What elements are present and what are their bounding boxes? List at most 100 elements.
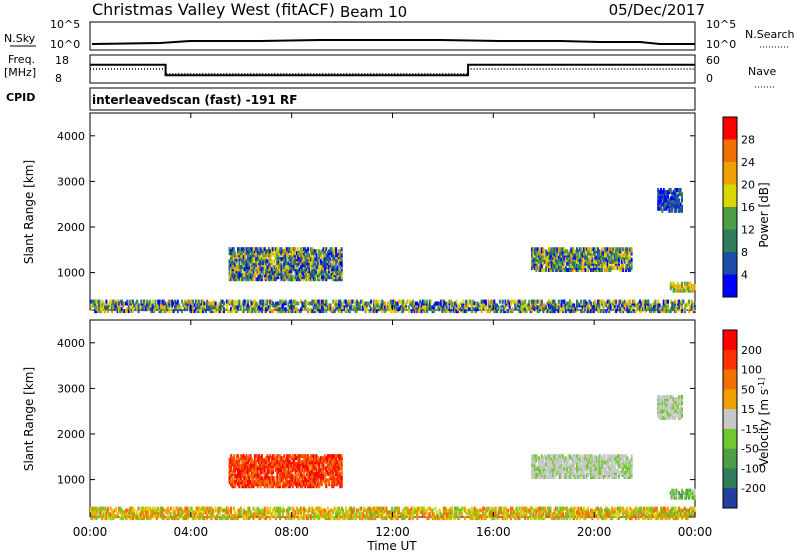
scatter-cell xyxy=(181,299,183,304)
scatter-cell xyxy=(265,480,268,485)
scatter-cell xyxy=(564,506,567,511)
scatter-cell xyxy=(252,251,255,256)
scatter-cell xyxy=(349,510,352,515)
scatter-cell xyxy=(232,514,235,519)
scatter-cell xyxy=(318,273,321,278)
scatter-cell xyxy=(615,299,618,304)
scatter-cell xyxy=(665,202,668,207)
scatter-cell xyxy=(434,516,437,521)
scatter-cell xyxy=(315,257,318,262)
scatter-cell xyxy=(658,196,661,201)
scatter-cell xyxy=(458,508,461,513)
scatter-cell xyxy=(613,249,616,254)
scatter-cell xyxy=(389,305,392,310)
scatter-cell xyxy=(340,506,343,511)
scatter-cell xyxy=(616,247,619,252)
scatter-cell xyxy=(616,259,619,264)
scatter-cell xyxy=(675,200,678,205)
scatter-cell xyxy=(407,508,410,513)
scatter-cell xyxy=(577,253,580,258)
scatter-cell xyxy=(248,251,251,256)
scatter-cell xyxy=(272,269,275,274)
scatter-cell xyxy=(627,253,630,258)
scatter-cell xyxy=(595,266,598,270)
colorbar-frame xyxy=(722,116,738,298)
scatter-cell xyxy=(391,299,394,304)
scatter-cell xyxy=(259,460,262,465)
scatter-cell xyxy=(573,510,576,515)
scatter-cell xyxy=(132,299,134,304)
scatter-cell xyxy=(143,299,146,304)
scatter-cell xyxy=(611,251,613,256)
scatter-cell xyxy=(508,301,511,306)
scatter-cell xyxy=(686,284,689,288)
scatter-cell xyxy=(620,266,623,270)
scatter-cell xyxy=(245,476,248,481)
scatter-cell xyxy=(162,299,165,304)
scatter-cell xyxy=(625,266,627,270)
scatter-cell xyxy=(608,249,611,254)
scatter-cell xyxy=(239,253,242,258)
scatter-cell xyxy=(351,508,354,513)
scatter-cell xyxy=(578,516,581,521)
scatter-cell xyxy=(562,512,564,517)
scatter-cell xyxy=(559,506,562,511)
scatter-cell xyxy=(335,261,338,266)
scatter-cell xyxy=(660,307,662,312)
scatter-cell xyxy=(99,506,102,511)
scatter-cell xyxy=(543,516,546,521)
scatter-cell xyxy=(384,516,387,521)
scatter-cell xyxy=(154,299,157,304)
scatter-cell xyxy=(321,514,324,519)
scatter-cell xyxy=(658,192,661,197)
scatter-cell xyxy=(540,266,543,270)
scatter-cell xyxy=(584,255,587,260)
scatter-cell xyxy=(588,512,591,517)
scatter-cell xyxy=(384,506,387,511)
scatter-cell xyxy=(188,307,190,312)
scatter-cell xyxy=(426,508,429,513)
scatter-cell xyxy=(601,299,604,304)
power-ylabel: Slant Range [km] xyxy=(22,160,36,264)
scatter-cell xyxy=(650,506,653,511)
scatter-cell xyxy=(613,259,616,264)
scatter-cell xyxy=(529,301,532,306)
scatter-cell xyxy=(690,305,693,310)
scatter-cell xyxy=(284,267,287,272)
scatter-cell xyxy=(421,299,424,304)
scatter-cell xyxy=(154,303,157,308)
scatter-cell xyxy=(269,249,272,254)
scatter-cell xyxy=(613,506,616,511)
scatter-cell xyxy=(260,275,263,280)
scatter-cell xyxy=(405,301,408,306)
scatter-cell xyxy=(213,514,216,519)
scatter-cell xyxy=(468,299,471,304)
scatter-cell xyxy=(627,309,630,314)
scatter-cell xyxy=(661,514,664,519)
scatter-cell xyxy=(592,251,595,256)
scatter-cell xyxy=(217,506,220,511)
scatter-cell xyxy=(290,263,293,268)
scatter-cell xyxy=(601,514,604,519)
scatter-cell xyxy=(269,480,272,485)
scatter-cell xyxy=(210,301,213,306)
scatter-cell xyxy=(538,305,541,310)
scatter-cell xyxy=(616,253,619,258)
scatter-cell xyxy=(563,299,566,304)
scatter-cell xyxy=(393,506,396,511)
scatter-cell xyxy=(668,208,671,213)
scatter-cell xyxy=(262,253,265,258)
colorbar-tick-label: 20 xyxy=(741,179,755,192)
scatter-cell xyxy=(540,305,543,310)
scatter-cell xyxy=(168,299,171,304)
scatter-cell xyxy=(333,271,336,276)
scatter-cell xyxy=(293,265,296,270)
scatter-cell xyxy=(664,514,667,519)
scatter-cell xyxy=(339,249,342,254)
scatter-cell xyxy=(676,510,679,515)
scatter-cell xyxy=(590,508,592,513)
scatter-cell xyxy=(553,309,556,314)
scatter-cell xyxy=(536,261,539,266)
scatter-cell xyxy=(445,508,448,513)
scatter-cell xyxy=(238,247,241,252)
